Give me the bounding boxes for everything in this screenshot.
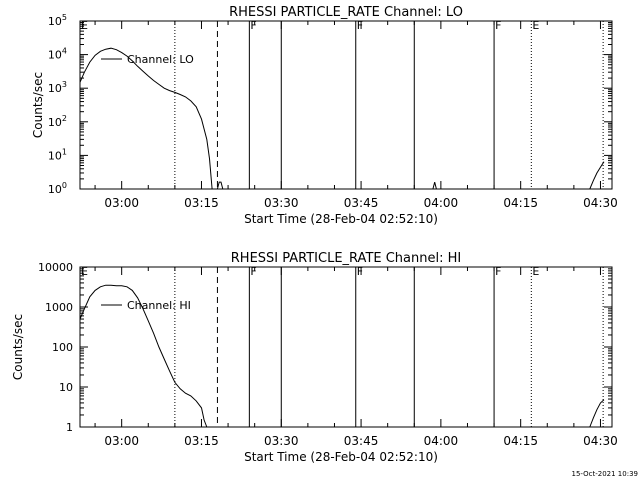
chart1-x-tick-label: 04:00 <box>424 196 459 210</box>
chart1-x-tick-label: 03:30 <box>264 196 299 210</box>
chart1-marker-label: F <box>357 19 363 32</box>
chart2-series-line <box>79 284 208 428</box>
chart2-x-tick-label: 03:00 <box>104 434 139 448</box>
chart2-series-line <box>589 399 605 428</box>
chart1-series-line <box>216 181 224 190</box>
chart2-x-tick-label: 03:30 <box>264 434 299 448</box>
chart2-panel: RHESSI PARTICLE_RATE Channel: HI Start Ti… <box>11 251 618 464</box>
chart2-marker-label: E <box>81 265 88 278</box>
chart1-legend-label: Channel: LO <box>127 53 194 66</box>
chart2-y-tick-label: 100 <box>52 341 73 354</box>
chart1-y-tick-label: 104 <box>48 47 67 62</box>
chart2-y-tick-label: 10000 <box>38 261 73 274</box>
chart2-axis-frame <box>79 266 613 428</box>
chart1-x-tick-label: 03:00 <box>104 196 139 210</box>
chart1-panel: RHESSI PARTICLE_RATE Channel: LO Start Ti… <box>31 5 618 226</box>
chart1-marker-label: E <box>81 19 88 32</box>
chart2-legend-label: Channel: HI <box>127 299 191 312</box>
chart1-x-tick-label: 04:30 <box>583 196 618 210</box>
chart1-axis-frame <box>79 20 613 190</box>
chart2-x-tick-label: 04:30 <box>583 434 618 448</box>
chart2-marker-label: E <box>532 265 539 278</box>
chart2-x-axis-label: Start Time (28-Feb-04 02:52:10) <box>244 450 438 464</box>
chart2-marker-label: F <box>357 265 363 278</box>
chart1-y-tick-label: 103 <box>48 80 67 95</box>
chart1-title: RHESSI PARTICLE_RATE Channel: LO <box>229 5 463 20</box>
chart1-marker-label: F <box>250 19 256 32</box>
chart1-y-tick-label: 101 <box>48 147 67 162</box>
footer-timestamp: 15-Oct-2021 10:39 <box>572 470 638 478</box>
chart2-title: RHESSI PARTICLE_RATE Channel: HI <box>231 251 461 266</box>
chart2-y-axis-label: Counts/sec <box>11 314 25 380</box>
chart1-marker-label: F <box>495 19 501 32</box>
chart1-series-line <box>432 181 437 190</box>
chart1-y-tick-label: 102 <box>48 114 67 129</box>
chart1-y-tick-label: 100 <box>48 181 67 196</box>
chart1-series-line <box>79 47 213 190</box>
chart1-y-axis-label: Counts/sec <box>31 72 45 138</box>
chart1-x-axis-label: Start Time (28-Feb-04 02:52:10) <box>244 212 438 226</box>
chart1-x-tick-label: 04:15 <box>503 196 538 210</box>
chart1-series-line <box>589 161 605 190</box>
chart2-x-tick-label: 04:00 <box>424 434 459 448</box>
chart2-x-tick-label: 03:15 <box>184 434 219 448</box>
chart2-y-tick-label: 1 <box>66 421 73 434</box>
chart2-y-tick-label: 1000 <box>45 301 73 314</box>
chart2-x-tick-label: 03:45 <box>344 434 379 448</box>
chart2-marker-label: F <box>250 265 256 278</box>
chart1-marker-label: E <box>532 19 539 32</box>
chart1-y-tick-label: 105 <box>48 13 67 28</box>
chart2-y-tick-label: 10 <box>59 381 73 394</box>
chart2-marker-label: F <box>495 265 501 278</box>
chart1-x-tick-label: 03:15 <box>184 196 219 210</box>
chart2-x-tick-label: 04:15 <box>503 434 538 448</box>
chart1-x-tick-label: 03:45 <box>344 196 379 210</box>
